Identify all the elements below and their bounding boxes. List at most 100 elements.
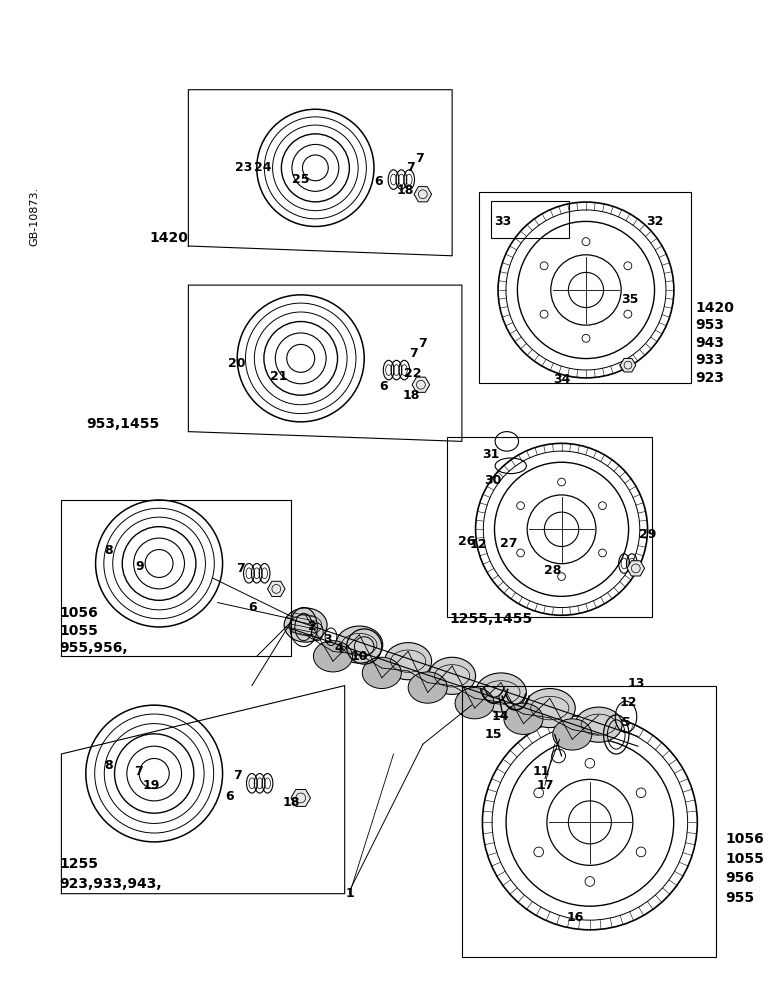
Text: 933: 933 xyxy=(696,353,724,367)
Text: 1420: 1420 xyxy=(696,301,734,315)
Text: 9: 9 xyxy=(135,560,144,573)
Text: 1055: 1055 xyxy=(726,852,764,866)
Circle shape xyxy=(540,262,548,270)
Bar xyxy=(491,201,570,238)
Text: 28: 28 xyxy=(544,564,561,577)
Ellipse shape xyxy=(428,657,476,694)
Text: 6: 6 xyxy=(249,601,257,614)
Text: 12: 12 xyxy=(469,538,487,551)
Text: 6: 6 xyxy=(225,790,234,803)
Ellipse shape xyxy=(284,608,327,642)
Circle shape xyxy=(585,758,594,768)
Text: 24: 24 xyxy=(254,161,272,174)
Ellipse shape xyxy=(336,626,383,663)
Text: 23: 23 xyxy=(235,161,252,174)
Text: 18: 18 xyxy=(402,389,420,402)
Circle shape xyxy=(557,478,565,486)
Ellipse shape xyxy=(362,657,401,689)
Text: 27: 27 xyxy=(500,537,517,550)
Polygon shape xyxy=(412,377,430,392)
Text: 7: 7 xyxy=(415,152,425,165)
Text: 1056: 1056 xyxy=(726,832,764,846)
Text: 26: 26 xyxy=(458,535,476,548)
Text: 33: 33 xyxy=(494,215,512,228)
Text: 1: 1 xyxy=(345,887,354,900)
Circle shape xyxy=(557,573,565,580)
Text: 12: 12 xyxy=(619,696,637,709)
Polygon shape xyxy=(268,581,285,597)
Bar xyxy=(462,686,716,957)
Text: 7: 7 xyxy=(408,347,418,360)
Circle shape xyxy=(624,310,631,318)
Circle shape xyxy=(585,877,594,886)
Text: 955,956,: 955,956, xyxy=(59,641,128,655)
Polygon shape xyxy=(291,789,310,806)
Text: 17: 17 xyxy=(537,779,554,792)
Text: 1255,1455: 1255,1455 xyxy=(449,612,533,626)
Ellipse shape xyxy=(313,641,353,672)
Text: 35: 35 xyxy=(621,293,638,306)
Text: GB-10873.: GB-10873. xyxy=(29,187,39,246)
Text: 31: 31 xyxy=(482,448,500,461)
Ellipse shape xyxy=(553,719,592,750)
Circle shape xyxy=(516,502,524,510)
Text: 13: 13 xyxy=(627,677,645,690)
Text: 7: 7 xyxy=(134,765,143,778)
Text: 18: 18 xyxy=(397,184,414,197)
Polygon shape xyxy=(620,358,636,372)
Text: 16: 16 xyxy=(567,911,584,924)
Text: 3: 3 xyxy=(323,633,331,646)
Text: 6: 6 xyxy=(380,380,388,393)
Circle shape xyxy=(582,334,590,342)
Text: 7: 7 xyxy=(233,769,242,782)
Text: 22: 22 xyxy=(405,367,422,380)
Text: 8: 8 xyxy=(104,544,113,557)
Circle shape xyxy=(534,847,543,857)
Text: 1056: 1056 xyxy=(59,606,98,620)
Circle shape xyxy=(540,310,548,318)
Text: 8: 8 xyxy=(104,759,113,772)
Circle shape xyxy=(582,238,590,246)
Text: 5: 5 xyxy=(621,716,631,729)
Text: 7: 7 xyxy=(406,161,415,174)
Text: 34: 34 xyxy=(553,373,571,386)
Text: 21: 21 xyxy=(270,370,288,383)
Text: 25: 25 xyxy=(292,173,310,186)
Circle shape xyxy=(636,847,646,857)
Ellipse shape xyxy=(384,643,432,680)
Text: 923,933,943,: 923,933,943, xyxy=(59,877,162,891)
Ellipse shape xyxy=(476,673,527,712)
Text: 10: 10 xyxy=(350,650,368,663)
Circle shape xyxy=(624,262,631,270)
Ellipse shape xyxy=(504,703,543,734)
Polygon shape xyxy=(627,561,645,576)
Text: 19: 19 xyxy=(143,779,160,792)
Circle shape xyxy=(516,549,524,557)
Text: 11: 11 xyxy=(532,765,550,778)
Text: 1255: 1255 xyxy=(59,857,99,871)
Text: 30: 30 xyxy=(485,474,502,487)
Text: 29: 29 xyxy=(638,528,656,541)
Text: 6: 6 xyxy=(374,175,383,188)
Text: 1420: 1420 xyxy=(149,231,188,245)
Circle shape xyxy=(534,788,543,798)
Text: 955: 955 xyxy=(726,891,755,905)
Text: 943: 943 xyxy=(696,336,724,350)
Bar xyxy=(479,192,692,383)
Text: 956: 956 xyxy=(726,871,755,885)
Ellipse shape xyxy=(455,688,494,719)
Text: 20: 20 xyxy=(229,357,246,370)
Circle shape xyxy=(636,788,646,798)
Text: 923: 923 xyxy=(696,371,724,385)
Text: 2: 2 xyxy=(308,620,317,633)
Circle shape xyxy=(598,549,606,557)
Text: 7: 7 xyxy=(235,562,245,575)
Text: 4: 4 xyxy=(334,642,344,655)
Text: 953: 953 xyxy=(696,318,724,332)
Text: 7: 7 xyxy=(418,337,427,350)
Text: 15: 15 xyxy=(484,728,502,741)
Text: 14: 14 xyxy=(491,710,509,723)
Ellipse shape xyxy=(524,689,575,728)
Text: 18: 18 xyxy=(283,796,300,809)
Text: 953,1455: 953,1455 xyxy=(86,417,159,431)
